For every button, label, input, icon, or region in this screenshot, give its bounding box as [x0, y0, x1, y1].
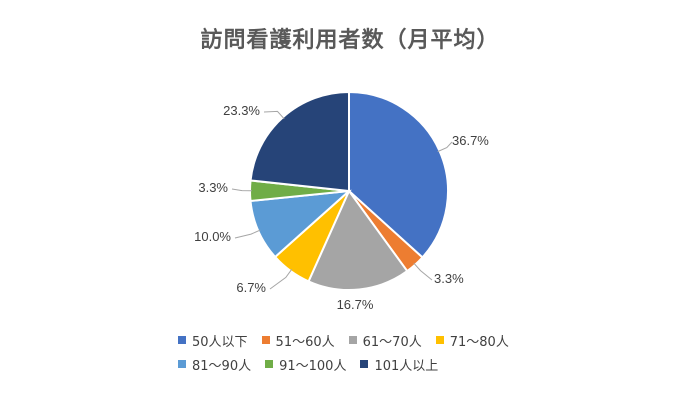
legend-swatch — [435, 336, 444, 344]
legend: 50人以下 51〜60人 61〜70人 71〜80人 81〜90人 91〜100人 101… — [178, 328, 523, 376]
data-label: 36.7% — [452, 133, 489, 148]
data-label: 16.7% — [337, 297, 374, 312]
legend-label: 71〜80人 — [449, 334, 509, 350]
data-label: 10.0% — [194, 229, 231, 244]
legend-item: 81〜90人 — [178, 355, 251, 374]
legend-label: 101人以上 — [374, 358, 439, 374]
legend-item: 50人以下 — [178, 331, 248, 350]
pie-slice-7 — [249, 90, 350, 193]
legend-row: 50人以下 51〜60人 61〜70人 71〜80人 — [178, 328, 523, 352]
legend-item: 51〜60人 — [261, 331, 335, 350]
leader-line — [231, 188, 253, 192]
legend-item: 101人以上 — [360, 355, 438, 374]
data-label: 6.7% — [236, 280, 266, 295]
leader-line — [234, 229, 261, 239]
leader-line — [437, 141, 453, 153]
legend-swatch — [178, 336, 186, 344]
leader-line — [269, 268, 293, 290]
legend-row: 81〜90人 91〜100人 101人以上 — [178, 352, 523, 376]
chart-title: 訪問看護利用者数（月平均） — [200, 28, 500, 53]
legend-label: 81〜90人 — [192, 358, 252, 374]
legend-swatch — [348, 336, 357, 344]
legend-swatch — [265, 360, 274, 368]
leader-line — [413, 262, 433, 281]
legend-swatch — [360, 360, 369, 368]
legend-label: 50人以下 — [192, 334, 248, 350]
legend-label: 61〜70人 — [362, 334, 422, 350]
legend-item: 61〜70人 — [348, 331, 422, 350]
data-label: 3.3% — [434, 271, 464, 286]
legend-swatch — [178, 360, 186, 368]
legend-label: 51〜60人 — [275, 334, 335, 350]
data-label: 23.3% — [223, 103, 260, 118]
legend-label: 91〜100人 — [279, 358, 347, 374]
legend-item: 91〜100人 — [265, 355, 346, 374]
legend-item: 71〜80人 — [435, 331, 509, 350]
legend-swatch — [261, 336, 270, 344]
data-label: 3.3% — [198, 180, 228, 195]
pie-slice-3 — [307, 189, 409, 291]
leader-line — [263, 110, 285, 120]
